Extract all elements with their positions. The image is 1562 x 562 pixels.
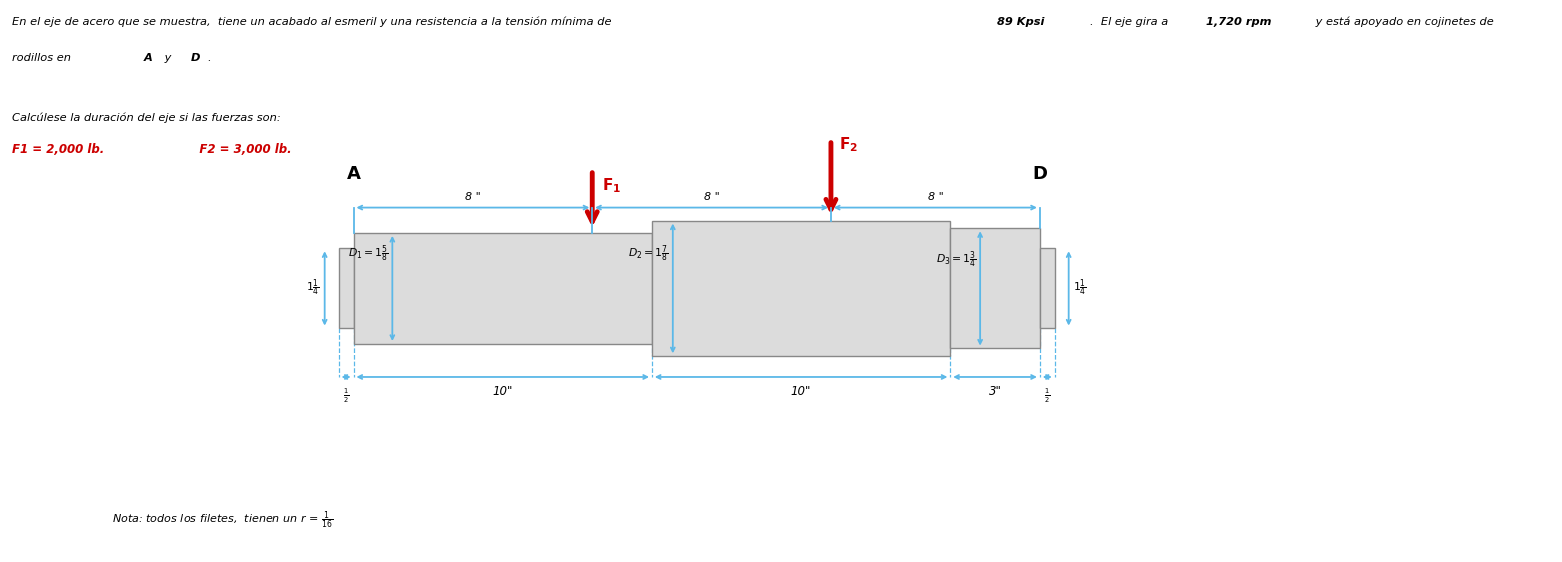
Text: $D_1=1\frac{5}{8}$: $D_1=1\frac{5}{8}$ xyxy=(348,244,389,265)
Text: 8 ": 8 " xyxy=(928,192,943,202)
Text: $D_3=1\frac{3}{4}$: $D_3=1\frac{3}{4}$ xyxy=(936,250,976,271)
Bar xyxy=(651,221,950,356)
Text: 8 ": 8 " xyxy=(704,192,720,202)
Text: $\frac{1}{2}$: $\frac{1}{2}$ xyxy=(344,387,350,405)
Text: $1\frac{1}{4}$: $1\frac{1}{4}$ xyxy=(306,278,320,299)
Text: $1\frac{1}{4}$: $1\frac{1}{4}$ xyxy=(1073,278,1087,299)
Text: F2 = 3,000 lb.: F2 = 3,000 lb. xyxy=(187,143,292,156)
Text: 10": 10" xyxy=(492,384,512,398)
Text: y está apoyado en cojinetes de: y está apoyado en cojinetes de xyxy=(1312,17,1493,28)
Text: 1,720 rpm: 1,720 rpm xyxy=(1206,17,1271,27)
Text: $D_2=1\frac{7}{8}$: $D_2=1\frac{7}{8}$ xyxy=(628,244,669,265)
Text: D: D xyxy=(1032,165,1047,183)
Text: 8 ": 8 " xyxy=(465,192,481,202)
Text: Nota: todos los filetes,  tienen un $r$ = $\frac{1}{16}$: Nota: todos los filetes, tienen un $r$ =… xyxy=(112,510,334,531)
Text: 10": 10" xyxy=(790,384,811,398)
Text: $\mathbf{F_2}$: $\mathbf{F_2}$ xyxy=(839,135,858,154)
Text: En el eje de acero que se muestra,  tiene un acabado al esmeril y una resistenci: En el eje de acero que se muestra, tiene… xyxy=(12,17,615,28)
Text: $\frac{1}{2}$: $\frac{1}{2}$ xyxy=(1043,387,1050,405)
Text: A: A xyxy=(347,165,361,183)
Text: .: . xyxy=(208,53,211,64)
Bar xyxy=(1040,248,1054,328)
Text: A: A xyxy=(144,53,153,64)
Text: D: D xyxy=(191,53,200,64)
Bar xyxy=(339,248,353,328)
Text: y: y xyxy=(161,53,175,64)
Text: 89 Kpsi: 89 Kpsi xyxy=(997,17,1043,27)
Text: .  El eje gira a: . El eje gira a xyxy=(1090,17,1172,27)
Bar xyxy=(353,233,651,344)
Text: Calcúlese la duración del eje si las fuerzas son:: Calcúlese la duración del eje si las fue… xyxy=(12,112,281,123)
Text: 3": 3" xyxy=(989,384,1001,398)
Text: $\mathbf{F_1}$: $\mathbf{F_1}$ xyxy=(601,176,620,194)
Bar xyxy=(950,228,1040,348)
Text: rodillos en: rodillos en xyxy=(12,53,75,64)
Text: F1 = 2,000 lb.: F1 = 2,000 lb. xyxy=(12,143,105,156)
